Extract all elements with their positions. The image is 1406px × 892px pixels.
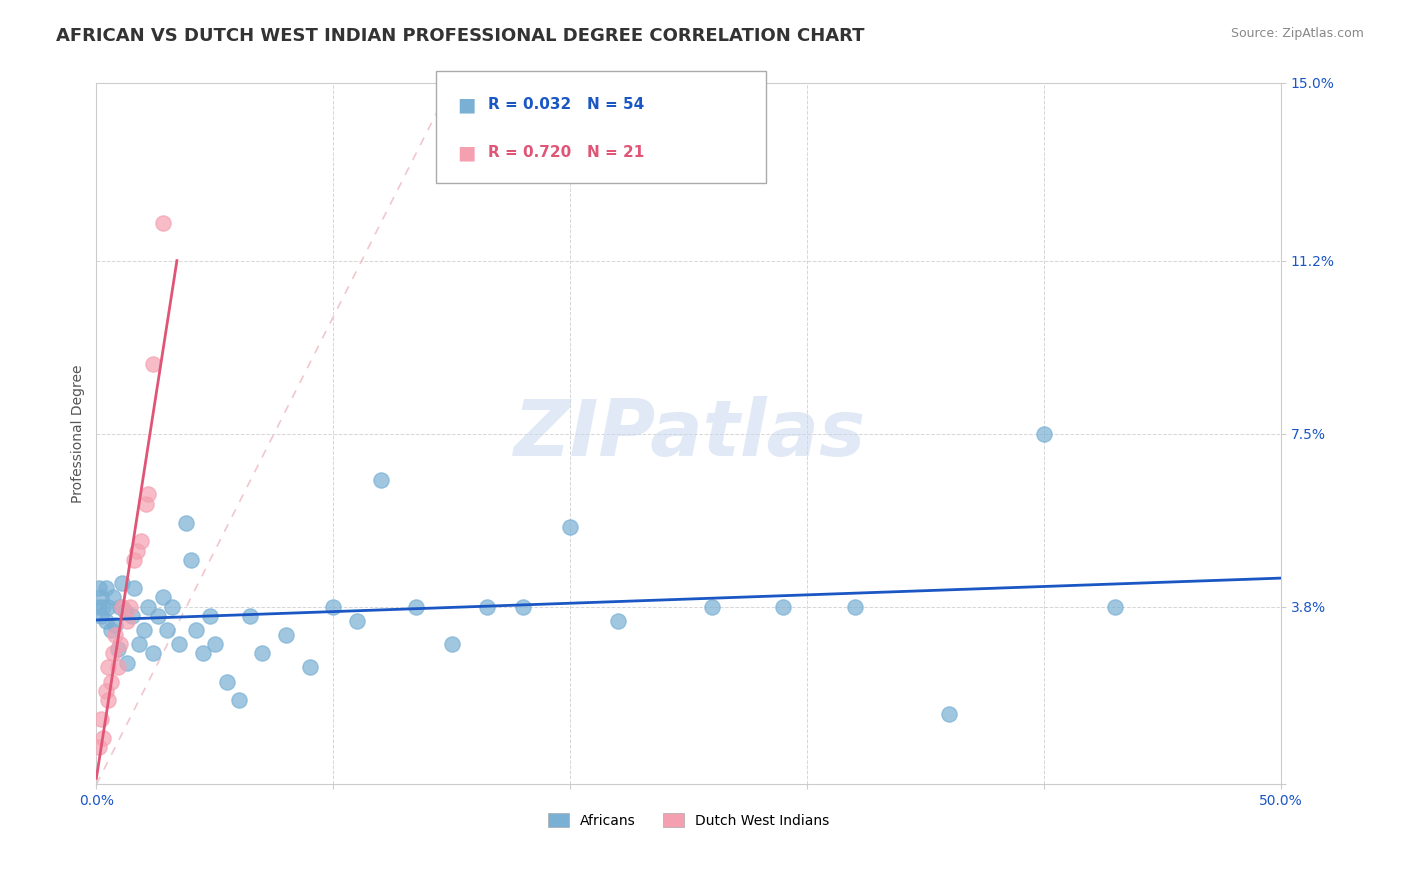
Text: ■: ■ [457, 95, 475, 114]
Point [108, 637, 131, 651]
Point [90, 712, 112, 726]
Point [298, 660, 321, 674]
Text: ■: ■ [457, 144, 475, 162]
Point [142, 357, 165, 371]
Point [87, 739, 110, 754]
Point [156, 623, 179, 637]
Point [405, 599, 427, 614]
Point [250, 647, 273, 661]
Point [111, 599, 134, 614]
Legend: Africans, Dutch West Indians: Africans, Dutch West Indians [543, 807, 835, 833]
Point [114, 604, 136, 618]
Point [138, 487, 160, 501]
Point [160, 599, 183, 614]
Point [131, 534, 153, 549]
Point [1033, 426, 1056, 441]
Point [125, 543, 148, 558]
Point [938, 707, 960, 722]
Point [198, 609, 221, 624]
Point [702, 599, 724, 614]
Text: R = 0.720   N = 21: R = 0.720 N = 21 [488, 145, 644, 161]
Y-axis label: Professional Degree: Professional Degree [72, 365, 86, 503]
Point [101, 647, 124, 661]
Point [97, 599, 120, 614]
Point [169, 637, 191, 651]
Text: R = 0.032   N = 54: R = 0.032 N = 54 [488, 97, 644, 112]
Point [142, 647, 165, 661]
Point [152, 216, 174, 230]
Point [606, 614, 628, 628]
Point [228, 693, 250, 707]
Point [132, 623, 155, 637]
Point [104, 628, 127, 642]
Point [204, 637, 226, 651]
Point [512, 599, 534, 614]
Text: AFRICAN VS DUTCH WEST INDIAN PROFESSIONAL DEGREE CORRELATION CHART: AFRICAN VS DUTCH WEST INDIAN PROFESSIONA… [56, 27, 865, 45]
Point [94, 581, 117, 595]
Point [94, 614, 117, 628]
Point [108, 599, 131, 614]
Point [104, 618, 127, 632]
Point [100, 623, 122, 637]
Point [115, 614, 138, 628]
Point [184, 623, 207, 637]
Point [118, 599, 141, 614]
Point [97, 660, 120, 674]
Point [440, 637, 463, 651]
Text: Source: ZipAtlas.com: Source: ZipAtlas.com [1230, 27, 1364, 40]
Point [122, 581, 145, 595]
Text: ZIPatlas: ZIPatlas [513, 396, 865, 472]
Point [101, 591, 124, 605]
Point [97, 693, 120, 707]
Point [239, 609, 262, 624]
Point [87, 581, 110, 595]
Point [100, 674, 122, 689]
Point [115, 656, 138, 670]
Point [772, 599, 794, 614]
Point [90, 591, 112, 605]
Point [146, 609, 169, 624]
Point [93, 731, 115, 745]
Point [370, 474, 392, 488]
Point [87, 599, 110, 614]
Point [560, 520, 582, 534]
Point [122, 553, 145, 567]
Point [346, 614, 368, 628]
Point [477, 599, 499, 614]
Point [215, 674, 238, 689]
Point [322, 599, 344, 614]
Point [128, 637, 150, 651]
Point [90, 609, 112, 624]
Point [180, 553, 202, 567]
Point [107, 641, 129, 656]
Point [1104, 599, 1126, 614]
Point [94, 684, 117, 698]
Point [138, 599, 160, 614]
Point [152, 591, 174, 605]
Point [135, 497, 157, 511]
Point [111, 576, 134, 591]
Point [274, 628, 297, 642]
Point [121, 609, 143, 624]
Point [93, 599, 115, 614]
Point [107, 660, 129, 674]
Point [844, 599, 866, 614]
Point [176, 516, 198, 530]
Point [191, 647, 214, 661]
